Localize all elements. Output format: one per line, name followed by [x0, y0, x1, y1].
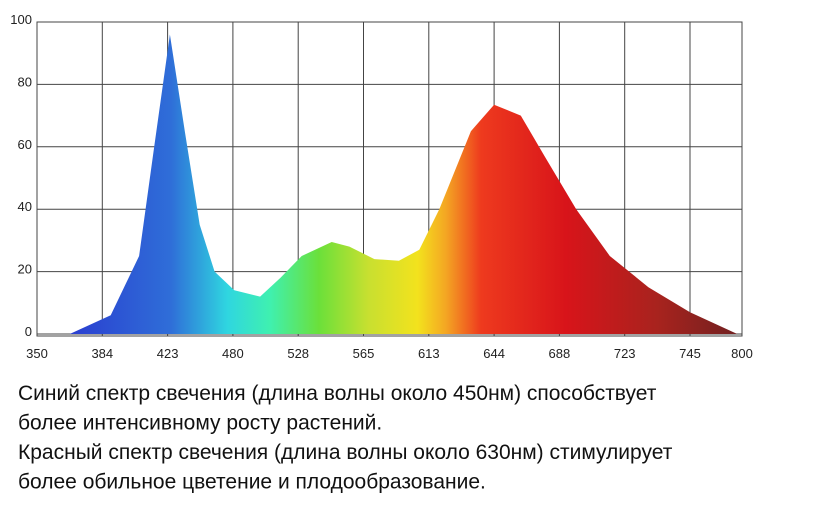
caption-line: Синий спектр свечения (длина волны около…: [18, 382, 657, 405]
y-tick-label: 20: [18, 262, 32, 277]
x-tick-label: 613: [418, 346, 440, 361]
y-tick-label: 40: [18, 199, 32, 214]
x-tick-label: 644: [483, 346, 505, 361]
x-tick-label: 528: [287, 346, 309, 361]
x-tick-label: 384: [91, 346, 113, 361]
x-tick-label: 565: [353, 346, 375, 361]
y-tick-label: 0: [25, 324, 32, 339]
caption-line: более интенсивному росту растений.: [18, 412, 382, 435]
y-tick-label: 80: [18, 74, 32, 89]
x-tick-label: 480: [222, 346, 244, 361]
x-tick-label: 745: [679, 346, 701, 361]
spectrum-area: [69, 34, 738, 334]
x-tick-label: 350: [26, 346, 48, 361]
caption-line: Красный спектр свечения (длина волны око…: [18, 441, 673, 464]
y-tick-label: 100: [10, 12, 32, 27]
y-tick-label: 60: [18, 137, 32, 152]
x-tick-label: 723: [614, 346, 636, 361]
x-tick-label: 800: [731, 346, 753, 361]
caption-line: более обильное цветение и плодообразован…: [18, 471, 486, 494]
x-tick-label: 423: [157, 346, 179, 361]
x-tick-label: 688: [549, 346, 571, 361]
